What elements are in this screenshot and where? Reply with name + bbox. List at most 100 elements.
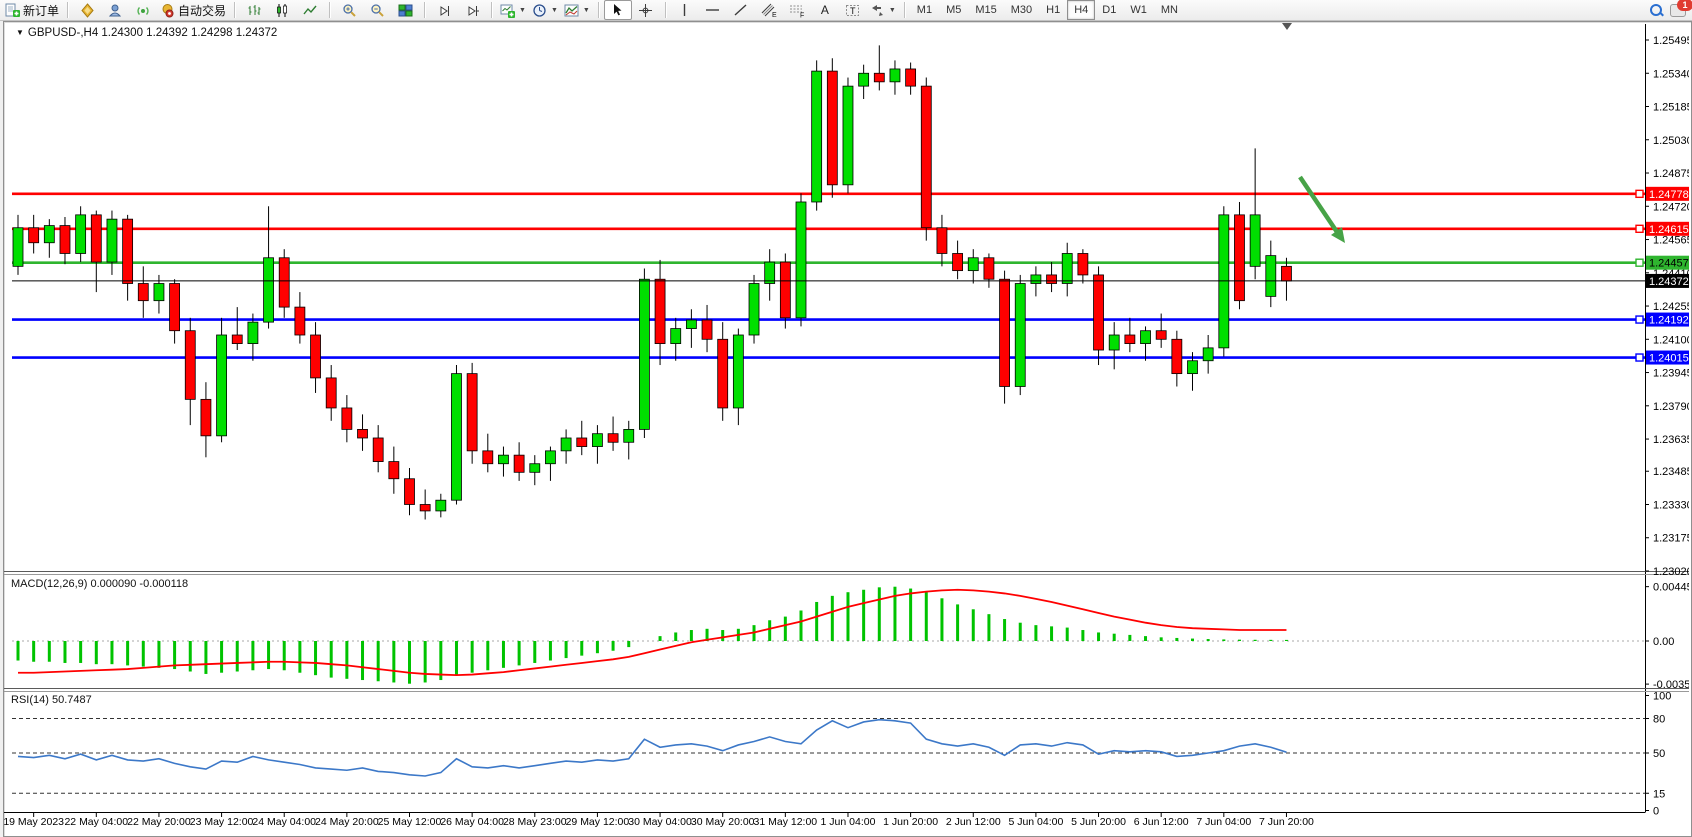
price-tick-label: 1.23175 (1653, 533, 1689, 545)
timeframe-w1[interactable]: W1 (1130, 4, 1147, 16)
candle (137, 283, 149, 302)
candle (1093, 274, 1104, 351)
candle (592, 433, 603, 447)
time-tick-label: 24 May 20:00 (315, 816, 379, 828)
candle (59, 225, 71, 254)
timeframe-mn[interactable]: MN (1160, 4, 1178, 16)
signal-button[interactable] (129, 0, 157, 20)
timeframe-m30[interactable]: M30 (1010, 4, 1033, 16)
zoom-out-button[interactable] (363, 0, 391, 20)
candle (779, 261, 791, 319)
notification-badge: 1 (1677, 0, 1692, 11)
price-tick-label: 1.25185 (1653, 102, 1689, 114)
trendline-tool-button[interactable] (727, 0, 755, 20)
text-label-tool-button[interactable]: T (839, 0, 867, 20)
rsi-line (17, 718, 1287, 777)
timeframe-h1[interactable]: H1 (1046, 4, 1061, 16)
svg-text:1.24372: 1.24372 (1649, 276, 1689, 288)
chevron-down-icon: ▼ (888, 6, 896, 14)
rsi-tick-label: 15 (1653, 788, 1665, 800)
search-button[interactable] (1650, 4, 1664, 17)
chart-canvas[interactable]: 1.25495 1.25340 1.25185 1.25030 1.24875 1.247… (4, 22, 1689, 834)
price-tick-label: 1.24100 (1653, 334, 1689, 346)
tile-windows-button[interactable] (391, 0, 419, 20)
candle (28, 227, 40, 244)
candle (732, 334, 744, 409)
price-tick-label: 1.23485 (1653, 466, 1689, 478)
candle (278, 257, 290, 308)
auto-scroll-button[interactable] (430, 0, 458, 20)
zoom-in-icon (342, 3, 357, 18)
candle (905, 68, 917, 87)
period-button[interactable]: ▼ (529, 0, 561, 20)
candle (1140, 330, 1151, 344)
candles-layer (12, 45, 1292, 520)
cursor-tool-button[interactable] (603, 0, 632, 20)
vertical-line-tool-button[interactable] (671, 0, 699, 20)
accounts-button[interactable] (101, 0, 129, 20)
candle (294, 306, 306, 336)
svg-text:F: F (800, 12, 804, 18)
rsi-axis: 100 80 50 15 0 (12, 691, 1671, 818)
time-tick-label: 22 May 20:00 (127, 816, 191, 828)
indicators-button[interactable]: ▼ (561, 0, 593, 20)
clock-icon (532, 3, 547, 18)
zoom-in-button[interactable] (335, 0, 363, 20)
bar-chart-type-button[interactable] (240, 0, 268, 20)
time-tick-label: 5 Jun 04:00 (1008, 816, 1063, 828)
crosshair-tool-button[interactable] (632, 0, 660, 20)
rsi-tick-label: 80 (1653, 714, 1665, 726)
price-tick-label: 1.24255 (1653, 301, 1689, 313)
shapes-tool-button[interactable]: ▼ (867, 0, 899, 20)
price-badge: 1.24457 (1646, 255, 1689, 270)
timeframe-h4[interactable]: H4 (1067, 0, 1096, 20)
horizontal-line-tool-button[interactable] (699, 0, 727, 20)
line-anchor-marker (1635, 315, 1644, 324)
price-badge: 1.24615 (1646, 221, 1689, 236)
channel-icon: E (761, 3, 777, 18)
candle (560, 437, 572, 452)
time-tick-label: 29 May 12:00 (566, 816, 630, 828)
candle (1265, 255, 1277, 297)
fibonacci-tool-button[interactable]: F (783, 0, 811, 20)
line-anchor-marker (1635, 224, 1644, 234)
timeframe-m5[interactable]: M5 (946, 4, 962, 16)
candle (920, 85, 932, 229)
arrows-icon (870, 3, 885, 17)
indicators-icon (564, 3, 579, 18)
svg-text:1.24192: 1.24192 (1649, 315, 1689, 327)
new-order-button[interactable]: 新订单 (2, 0, 62, 20)
candle-chart-type-button[interactable] (268, 0, 296, 20)
candle (576, 437, 588, 447)
text-tool-button[interactable]: A (811, 0, 839, 20)
candle (999, 278, 1010, 387)
chart-shift-button[interactable] (458, 0, 486, 20)
price-badge: 1.24015 (1646, 350, 1689, 365)
price-tick-label: 1.24720 (1653, 201, 1689, 213)
notifications-button[interactable]: 1 (1670, 0, 1692, 17)
toolbar-separator (664, 2, 666, 18)
candle (529, 463, 541, 473)
new-chart-button[interactable]: ▼ (497, 0, 529, 20)
timeframe-m1[interactable]: M1 (916, 4, 933, 16)
line-anchor-marker (1635, 353, 1644, 362)
autotrade-button[interactable]: 自动交易 (157, 0, 229, 20)
market-watch-button[interactable] (73, 0, 101, 20)
cursor-icon (611, 3, 624, 17)
candle (607, 433, 619, 443)
shift-marker (1282, 23, 1292, 30)
rsi-tick-label: 50 (1653, 748, 1665, 760)
timeframe-m15[interactable]: M15 (975, 4, 997, 16)
symbol-dropdown-icon[interactable]: ▼ (16, 28, 24, 37)
line-chart-type-button[interactable] (296, 0, 324, 20)
crosshair-icon (638, 3, 653, 18)
timeframe-d1[interactable]: D1 (1102, 4, 1117, 16)
auto-scroll-icon (437, 3, 452, 18)
candle (231, 334, 243, 344)
channel-tool-button[interactable]: E (755, 0, 783, 20)
candle (372, 437, 384, 462)
toolbar-separator (491, 2, 493, 18)
candle (341, 407, 353, 430)
